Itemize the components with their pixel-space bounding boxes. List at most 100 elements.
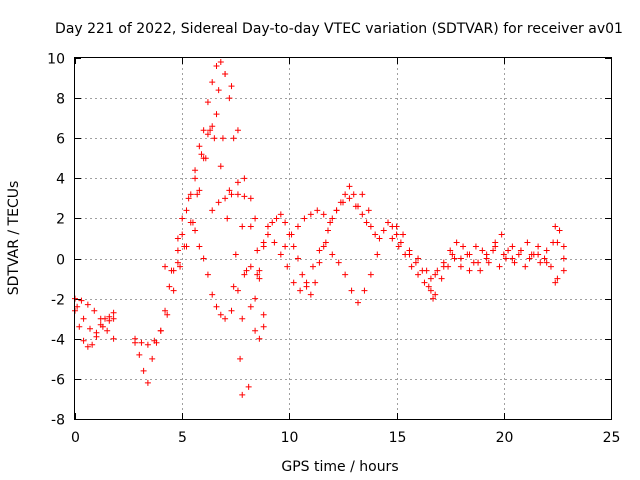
data-point bbox=[230, 283, 237, 290]
data-point bbox=[222, 195, 229, 202]
data-point bbox=[149, 355, 156, 362]
data-point bbox=[408, 263, 415, 270]
data-point bbox=[535, 251, 542, 258]
data-points bbox=[72, 59, 567, 398]
data-point bbox=[365, 207, 372, 214]
data-point bbox=[144, 341, 151, 348]
data-point bbox=[307, 211, 314, 218]
data-point bbox=[84, 301, 91, 308]
data-point bbox=[144, 379, 151, 386]
data-point bbox=[252, 215, 259, 222]
data-point bbox=[256, 275, 263, 282]
data-point bbox=[213, 303, 220, 310]
data-point bbox=[200, 255, 207, 262]
data-point bbox=[76, 323, 83, 330]
data-point bbox=[543, 259, 550, 266]
data-point bbox=[367, 271, 374, 278]
series-track-j bbox=[252, 183, 400, 302]
data-point bbox=[301, 215, 308, 222]
data-point bbox=[498, 231, 505, 238]
data-point bbox=[196, 143, 203, 150]
data-point bbox=[457, 255, 464, 262]
data-point bbox=[490, 247, 497, 254]
data-point bbox=[228, 307, 235, 314]
data-point bbox=[502, 255, 509, 262]
data-point bbox=[543, 247, 550, 254]
y-tick-label: -8 bbox=[51, 413, 65, 429]
data-point bbox=[260, 311, 267, 318]
data-point bbox=[451, 255, 458, 262]
y-tick-label: -4 bbox=[51, 333, 65, 349]
data-point bbox=[303, 279, 310, 286]
data-point bbox=[174, 235, 181, 242]
data-point bbox=[427, 275, 434, 282]
data-point bbox=[425, 283, 432, 290]
data-point bbox=[132, 335, 139, 342]
x-tick-label: 20 bbox=[496, 430, 514, 446]
x-tick-label: 10 bbox=[281, 430, 299, 446]
data-point bbox=[412, 259, 419, 266]
x-tick-label: 25 bbox=[603, 430, 621, 446]
data-point bbox=[406, 251, 413, 258]
data-point bbox=[288, 231, 295, 238]
data-point bbox=[241, 271, 248, 278]
data-point bbox=[192, 175, 199, 182]
data-point bbox=[466, 267, 473, 274]
data-point bbox=[234, 179, 241, 186]
data-point bbox=[479, 247, 486, 254]
data-point bbox=[335, 259, 342, 266]
data-point bbox=[196, 243, 203, 250]
y-tick-label: 10 bbox=[47, 52, 65, 68]
y-tick-labels: -8 -6 -4 -2 0 2 4 6 8 10 bbox=[47, 52, 65, 429]
data-point bbox=[485, 259, 492, 266]
data-point bbox=[509, 243, 516, 250]
y-tick-label: 2 bbox=[56, 212, 65, 228]
data-point bbox=[367, 223, 374, 230]
data-point bbox=[380, 227, 387, 234]
data-point bbox=[556, 227, 563, 234]
data-point bbox=[457, 263, 464, 270]
data-point bbox=[168, 267, 175, 274]
y-tick-label: 4 bbox=[56, 172, 65, 188]
data-point bbox=[282, 219, 289, 226]
data-point bbox=[537, 259, 544, 266]
series-track-n bbox=[393, 223, 567, 298]
y-axis-label: SDTVAR / TECUs bbox=[6, 181, 22, 296]
data-point bbox=[524, 239, 531, 246]
data-point bbox=[230, 135, 237, 142]
series-track-k bbox=[264, 223, 381, 306]
data-point bbox=[226, 95, 233, 102]
data-point bbox=[299, 271, 306, 278]
data-point bbox=[247, 195, 254, 202]
data-point bbox=[374, 251, 381, 258]
data-point bbox=[252, 295, 259, 302]
data-point bbox=[560, 255, 567, 262]
data-point bbox=[415, 255, 422, 262]
data-point bbox=[104, 327, 111, 334]
data-point bbox=[282, 243, 289, 250]
data-point bbox=[106, 313, 113, 320]
x-tick-label: 5 bbox=[178, 430, 187, 446]
data-point bbox=[239, 391, 246, 398]
data-point bbox=[256, 267, 263, 274]
data-point bbox=[162, 263, 169, 270]
data-point bbox=[198, 151, 205, 158]
data-point bbox=[460, 243, 467, 250]
series-track-e bbox=[132, 71, 267, 348]
y-tick-label: -6 bbox=[51, 373, 65, 389]
data-point bbox=[475, 259, 482, 266]
data-point bbox=[200, 127, 207, 134]
data-point bbox=[80, 315, 87, 322]
data-point bbox=[93, 329, 100, 336]
data-point bbox=[241, 175, 248, 182]
data-point bbox=[346, 195, 353, 202]
data-point bbox=[372, 231, 379, 238]
data-point bbox=[140, 367, 147, 374]
series-track-o bbox=[397, 239, 567, 286]
data-point bbox=[290, 243, 297, 250]
data-point bbox=[264, 223, 271, 230]
data-point bbox=[89, 341, 96, 348]
data-point bbox=[320, 243, 327, 250]
data-point bbox=[110, 309, 117, 316]
